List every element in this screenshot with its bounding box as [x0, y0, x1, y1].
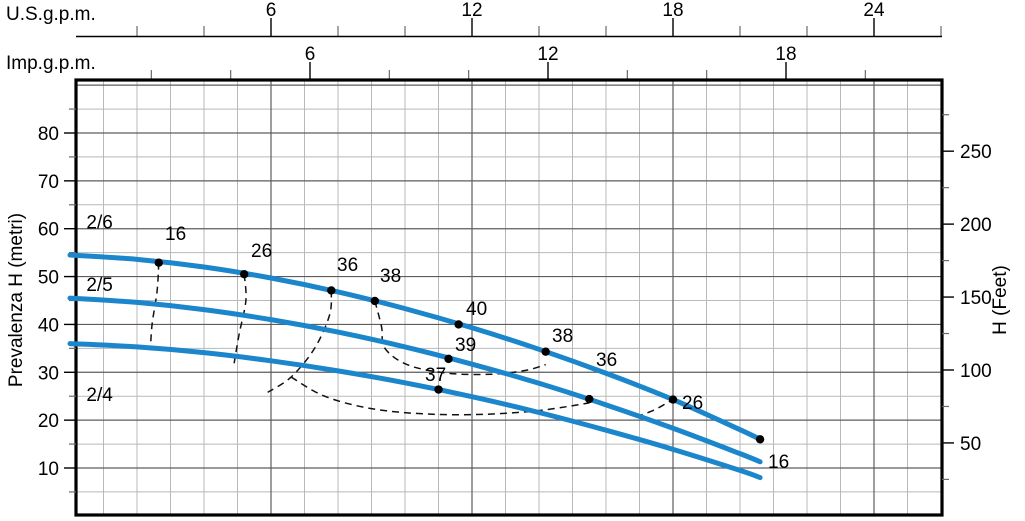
- efficiency-label: 37: [425, 365, 446, 386]
- operating-point-marker: [585, 394, 594, 404]
- us-gpm-tick-label: 18: [662, 0, 683, 21]
- top-primary-axis: U.S.g.p.m. 6 12 18 24: [6, 0, 942, 38]
- us-gpm-tick-group: [136, 18, 942, 37]
- iso-26-right: [635, 398, 674, 418]
- us-gpm-tick-label: 24: [863, 0, 885, 21]
- efficiency-label: 40: [466, 299, 487, 320]
- efficiency-value-labels: 16 26 36 38 40 39 38 37 36 26 16: [165, 224, 789, 473]
- right-axis-tick-label: 50: [960, 434, 981, 455]
- pump-model-label: 2/4: [86, 385, 113, 406]
- imp-gpm-tick-label: 6: [305, 44, 316, 65]
- efficiency-label: 38: [380, 266, 401, 287]
- imp-gpm-tick-labels: 6 12 18: [305, 44, 797, 65]
- right-axis-tick-label: 200: [960, 215, 992, 236]
- left-axis-tick-label: 40: [38, 315, 59, 336]
- efficiency-label: 36: [596, 350, 617, 371]
- operating-point-marker: [454, 320, 463, 329]
- left-axis-tick-label: 30: [38, 363, 59, 384]
- left-tick-labels: 10 20 30 40 50 60 70 80: [38, 124, 59, 480]
- right-tick-group: [942, 114, 954, 480]
- operating-point-marker: [327, 286, 336, 295]
- operating-point-marker: [434, 385, 443, 394]
- left-axis: Prevalenza H (metri) 10 20 30 40 50 60 70 80: [6, 108, 76, 493]
- operating-point-marker: [370, 296, 380, 306]
- major-gridlines: [76, 80, 942, 515]
- iso-16-left: [149, 262, 160, 351]
- pump-model-label: 2/5: [86, 275, 112, 296]
- operating-point-marker: [668, 395, 678, 404]
- efficiency-label: 36: [337, 255, 358, 276]
- left-axis-tick-label: 80: [38, 124, 59, 145]
- left-axis-tick-label: 10: [38, 459, 59, 480]
- operating-point-marker: [154, 258, 163, 267]
- top-secondary-axis: Imp.g.p.m. 6 12 18: [6, 44, 866, 80]
- imp-gpm-tick-label: 18: [775, 44, 796, 65]
- us-gpm-tick-label: 6: [266, 0, 277, 21]
- operating-point-marker: [755, 435, 765, 444]
- right-axis-tick-label: 250: [960, 142, 992, 163]
- efficiency-label: 16: [165, 224, 186, 245]
- us-gpm-tick-labels: 6 12 18 24: [266, 0, 885, 21]
- efficiency-label: 16: [768, 452, 789, 473]
- right-axis-tick-label: 100: [960, 361, 992, 382]
- left-axis-title: Prevalenza H (metri): [6, 213, 27, 387]
- pump-model-labels: 2/6 2/5 2/4: [86, 213, 113, 406]
- iso-36-left: [267, 290, 333, 394]
- left-axis-tick-label: 50: [38, 268, 59, 289]
- pump-curve-2-4: [67, 341, 763, 481]
- efficiency-label: 38: [552, 326, 573, 347]
- iso-efficiency-curves: [149, 262, 674, 418]
- operating-point-marker: [541, 347, 550, 356]
- pump-curve-2-5: [67, 295, 763, 465]
- imp-gpm-tick-group: [150, 62, 866, 80]
- left-axis-tick-label: 70: [38, 172, 59, 193]
- operating-point-markers: [154, 258, 765, 444]
- iso-26-left: [233, 274, 247, 364]
- right-axis: H (Feet) 50 100 150 200 250: [942, 114, 1011, 480]
- us-gpm-axis-title: U.S.g.p.m.: [6, 4, 96, 25]
- iso-38-upper: [374, 300, 546, 376]
- imp-gpm-tick-label: 12: [537, 44, 558, 65]
- operating-point-marker: [444, 354, 453, 364]
- left-axis-tick-label: 20: [38, 411, 59, 432]
- left-axis-tick-label: 60: [38, 220, 59, 241]
- right-tick-labels: 50 100 150 200 250: [960, 142, 992, 455]
- right-axis-title: H (Feet): [990, 265, 1011, 335]
- minor-gridlines: [76, 80, 942, 515]
- plot-area-frame: [74, 78, 944, 517]
- efficiency-label: 39: [455, 335, 476, 356]
- operating-point-marker: [240, 269, 249, 279]
- us-gpm-tick-label: 12: [461, 0, 482, 21]
- efficiency-label: 26: [682, 393, 703, 414]
- efficiency-label: 26: [251, 241, 272, 262]
- right-axis-tick-label: 150: [960, 288, 992, 309]
- pump-model-label: 2/6: [86, 213, 112, 234]
- imp-gpm-axis-title: Imp.g.p.m.: [6, 53, 96, 74]
